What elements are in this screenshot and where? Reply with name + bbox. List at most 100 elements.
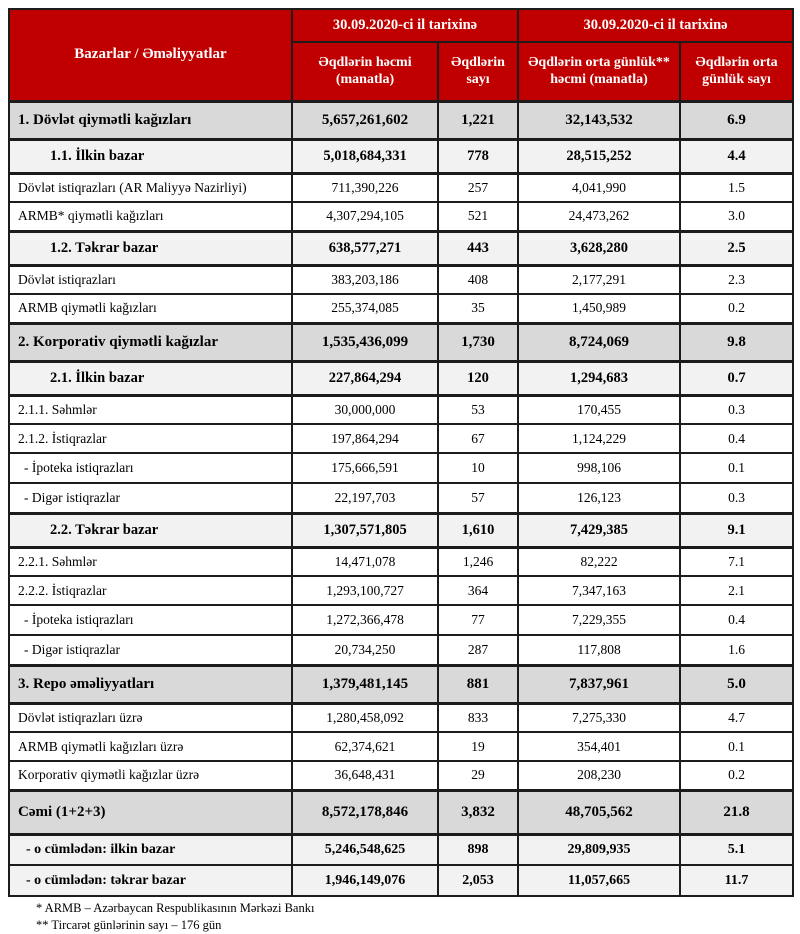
- row-volume: 1,379,481,145: [291, 663, 439, 705]
- row-avg-count: 2.5: [679, 229, 795, 267]
- table-row: Korporativ qiymətli kağızlar üzrə 36,648,…: [8, 760, 795, 791]
- footnote-armb: * ARMB – Azərbaycan Respublikasının Mərk…: [36, 901, 315, 915]
- row-count: 10: [436, 452, 520, 484]
- row-avg-count: 0.1: [679, 452, 795, 484]
- row-label: - Digər istiqrazlar: [8, 482, 293, 514]
- table-row: - İpoteka istiqrazları 175,666,591 10 998,1…: [8, 452, 795, 484]
- row-count: 35: [436, 293, 520, 324]
- table-row: 1. Dövlət qiymətli kağızları 5,657,261,60…: [8, 99, 795, 141]
- row-avg-count: 9.8: [679, 321, 795, 363]
- table-row: ARMB* qiymətli kağızları 4,307,294,105 521…: [8, 201, 795, 232]
- row-avg-count: 7.1: [679, 546, 795, 577]
- header-col-avg-daily-count: Əqdlərin orta günlük sayı: [679, 41, 795, 102]
- footnotes: * ARMB – Azərbaycan Respublikasının Mərk…: [8, 897, 792, 934]
- table-row: - o cümlədən: ilkin bazar 5,246,548,625 89…: [8, 833, 795, 866]
- row-volume: 383,203,186: [291, 264, 439, 295]
- row-avg-volume: 29,809,935: [517, 833, 682, 866]
- row-avg-volume: 208,230: [517, 760, 682, 791]
- row-volume: 1,946,149,076: [291, 864, 439, 897]
- row-label: Dövlət istiqrazları: [8, 264, 293, 295]
- row-avg-count: 2.3: [679, 264, 795, 295]
- header-col-avg-daily-volume: Əqdlərin orta günlük** həcmi (manatla): [517, 41, 682, 102]
- row-count: 53: [436, 394, 520, 425]
- footnote-trading-days: ** Tircarət günlərinin sayı – 176 gün: [36, 917, 222, 932]
- table-row: Cəmi (1+2+3) 8,572,178,846 3,832 48,705,562…: [8, 788, 795, 836]
- row-avg-count: 11.7: [679, 864, 795, 897]
- row-volume: 175,666,591: [291, 452, 439, 484]
- row-volume: 62,374,621: [291, 731, 439, 762]
- table-row: 2.2.1. Səhmlər 14,471,078 1,246 82,222 7.1: [8, 546, 795, 577]
- row-avg-volume: 7,347,163: [517, 575, 682, 606]
- row-avg-count: 0.2: [679, 293, 795, 324]
- row-volume: 14,471,078: [291, 546, 439, 577]
- row-label: ARMB* qiymətli kağızları: [8, 201, 293, 232]
- header-col-count: Əqdlərin sayı: [436, 41, 520, 102]
- row-volume: 30,000,000: [291, 394, 439, 425]
- row-avg-volume: 48,705,562: [517, 788, 682, 836]
- header-columns-row: Əqdlərin həcmi (manatla) Əqdlərin sayı Ə…: [9, 41, 795, 102]
- table-row: ARMB qiymətli kağızları üzrə 62,374,621 19…: [8, 731, 795, 762]
- row-label: 1.2. Təkrar bazar: [8, 229, 293, 267]
- row-count: 19: [436, 731, 520, 762]
- row-label: Cəmi (1+2+3): [8, 788, 293, 836]
- row-volume: 711,390,226: [291, 172, 439, 203]
- row-avg-count: 1.5: [679, 172, 795, 203]
- table-row: - Digər istiqrazlar 22,197,703 57 126,123 0.…: [8, 482, 795, 514]
- table-row: 2.1.1. Səhmlər 30,000,000 53 170,455 0.3: [8, 394, 795, 425]
- row-avg-count: 0.3: [679, 482, 795, 514]
- row-label: - Digər istiqrazlar: [8, 634, 293, 666]
- row-volume: 1,280,458,092: [291, 702, 439, 733]
- row-avg-count: 0.4: [679, 604, 795, 636]
- table-row: Dövlət istiqrazları 383,203,186 408 2,177,2…: [8, 264, 795, 295]
- table-row: 1.2. Təkrar bazar 638,577,271 443 3,628,280…: [8, 229, 795, 267]
- row-avg-volume: 7,837,961: [517, 663, 682, 705]
- table-row: Dövlət istiqrazları (AR Maliyyə Nazirliy…: [8, 172, 795, 203]
- row-count: 833: [436, 702, 520, 733]
- row-label: - o cümlədən: ilkin bazar: [8, 833, 293, 866]
- row-label: - İpoteka istiqrazları: [8, 452, 293, 484]
- row-volume: 5,018,684,331: [291, 137, 439, 175]
- row-count: 1,730: [436, 321, 520, 363]
- row-avg-count: 21.8: [679, 788, 795, 836]
- header-markets-operations: Bazarlar / Əməliyyatlar: [8, 8, 293, 102]
- row-avg-volume: 32,143,532: [517, 99, 682, 141]
- row-count: 287: [436, 634, 520, 666]
- row-avg-volume: 2,177,291: [517, 264, 682, 295]
- table-row: Dövlət istiqrazları üzrə 1,280,458,092 833…: [8, 702, 795, 733]
- row-avg-volume: 82,222: [517, 546, 682, 577]
- row-volume: 4,307,294,105: [291, 201, 439, 232]
- row-volume: 227,864,294: [291, 359, 439, 397]
- row-avg-volume: 1,450,989: [517, 293, 682, 324]
- row-count: 443: [436, 229, 520, 267]
- table-row: 2. Korporativ qiymətli kağızlar 1,535,436…: [8, 321, 795, 363]
- row-count: 1,610: [436, 511, 520, 549]
- row-avg-volume: 1,124,229: [517, 423, 682, 454]
- table-body: 1. Dövlət qiymətli kağızları 5,657,261,60…: [8, 99, 795, 897]
- row-count: 1,221: [436, 99, 520, 141]
- row-label: 2.1.1. Səhmlər: [8, 394, 293, 425]
- row-label: 1.1. İlkin bazar: [8, 137, 293, 175]
- row-avg-count: 3.0: [679, 201, 795, 232]
- row-volume: 5,657,261,602: [291, 99, 439, 141]
- row-label: ARMB qiymətli kağızları üzrə: [8, 731, 293, 762]
- row-volume: 638,577,271: [291, 229, 439, 267]
- row-label: 1. Dövlət qiymətli kağızları: [8, 99, 293, 141]
- row-avg-volume: 4,041,990: [517, 172, 682, 203]
- header-group-row: Bazarlar / Əməliyyatlar 30.09.2020-ci il…: [8, 8, 795, 102]
- table-row: 2.2. Təkrar bazar 1,307,571,805 1,610 7,429…: [8, 511, 795, 549]
- securities-market-table: Bazarlar / Əməliyyatlar 30.09.2020-ci il…: [8, 8, 795, 897]
- row-count: 881: [436, 663, 520, 705]
- table-row: 2.1.2. İstiqrazlar 197,864,294 67 1,124,229…: [8, 423, 795, 454]
- table-row: 2.2.2. İstiqrazlar 1,293,100,727 364 7,347,…: [8, 575, 795, 606]
- row-avg-volume: 7,429,385: [517, 511, 682, 549]
- row-avg-volume: 28,515,252: [517, 137, 682, 175]
- header-group-date-1: 30.09.2020-ci il tarixinə: [290, 8, 520, 43]
- row-count: 67: [436, 423, 520, 454]
- row-volume: 197,864,294: [291, 423, 439, 454]
- row-count: 120: [436, 359, 520, 397]
- row-count: 364: [436, 575, 520, 606]
- row-avg-count: 0.3: [679, 394, 795, 425]
- row-volume: 22,197,703: [291, 482, 439, 514]
- row-label: 2.2.2. İstiqrazlar: [8, 575, 293, 606]
